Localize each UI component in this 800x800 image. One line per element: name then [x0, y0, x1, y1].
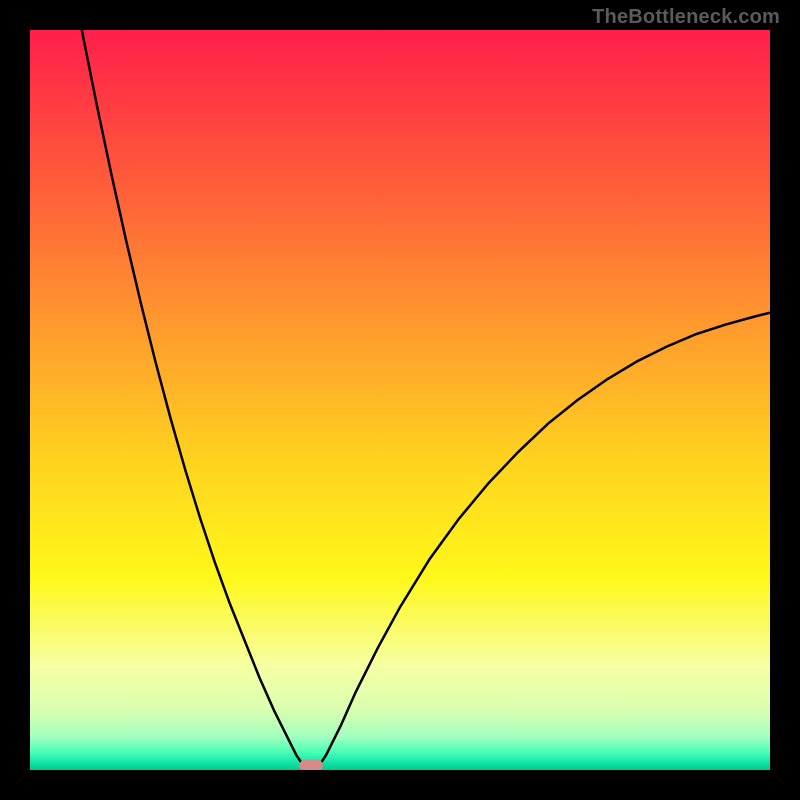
bottleneck-curve [82, 30, 770, 770]
curve-layer [30, 30, 770, 770]
chart-frame: TheBottleneck.com [0, 0, 800, 800]
plot-area [30, 30, 770, 770]
watermark-text: TheBottleneck.com [592, 6, 780, 29]
minimum-marker [299, 760, 323, 770]
